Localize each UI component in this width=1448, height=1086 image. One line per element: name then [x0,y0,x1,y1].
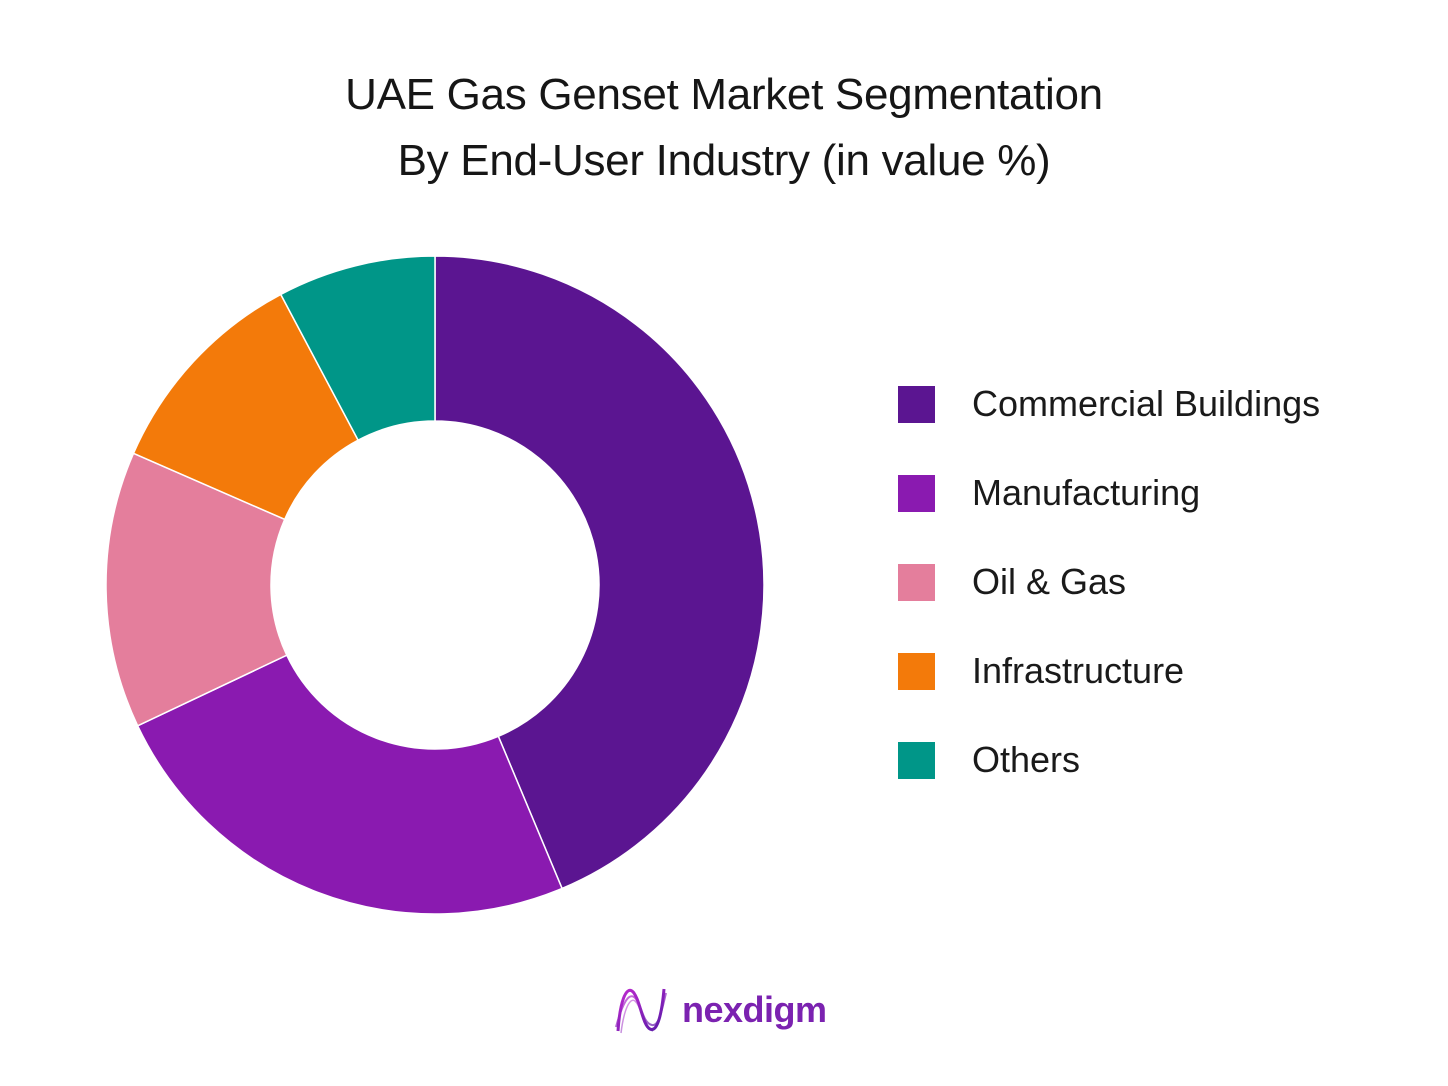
chart-subtitle-line: By End-User Industry (in value %) [397,136,1051,185]
donut-slice-oil-gas [105,452,288,727]
legend-swatch [898,742,935,779]
chart-legend: Commercial Buildings Manufacturing Oil &… [898,380,1418,825]
legend-item-manufacturing: Manufacturing [898,469,1418,558]
legend-swatch [898,475,935,512]
legend-item-others: Others [898,736,1418,825]
legend-item-infrastructure: Infrastructure [898,647,1418,736]
donut-slice-others [279,255,436,442]
legend-swatch [898,386,935,423]
legend-item-commercial-buildings: Commercial Buildings [898,380,1418,469]
legend-swatch [898,564,935,601]
legend-item-oil-and-gas: Oil & Gas [898,558,1418,647]
donut-slice-manufacturing [136,654,564,915]
nexdigm-logo-icon [615,988,667,1034]
legend-label: Manufacturing [972,472,1201,513]
legend-label: Infrastructure [972,650,1185,691]
donut-slice-commercial-buildings [434,255,765,890]
brand-name: nexdigm [682,989,827,1030]
chart-title-line: UAE Gas Genset Market Segmentation [345,70,1103,119]
legend-label: Commercial Buildings [972,383,1321,424]
legend-swatch [898,653,935,690]
brand-logo: nexdigm [612,980,827,1040]
legend-label: Oil & Gas [972,561,1127,602]
legend-label: Others [972,739,1081,780]
chart-title: UAE Gas Genset Market Segmentation By En… [0,62,1448,194]
